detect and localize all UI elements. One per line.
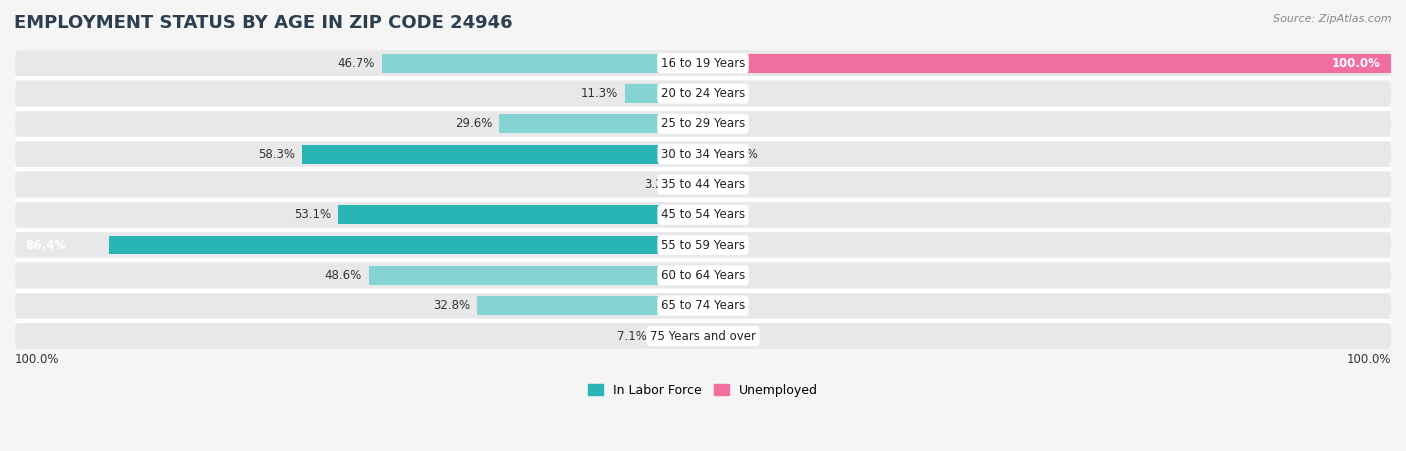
Text: 86.4%: 86.4% — [25, 239, 66, 252]
Text: 7.1%: 7.1% — [617, 330, 647, 342]
Text: 29.6%: 29.6% — [456, 117, 492, 130]
FancyBboxPatch shape — [15, 141, 1391, 167]
Text: 0.0%: 0.0% — [710, 208, 740, 221]
Text: 35 to 44 Years: 35 to 44 Years — [661, 178, 745, 191]
FancyBboxPatch shape — [15, 262, 1391, 288]
Bar — [499, 115, 703, 133]
Bar — [381, 54, 703, 73]
Bar — [654, 327, 703, 345]
FancyBboxPatch shape — [15, 323, 1391, 349]
Text: 45 to 54 Years: 45 to 54 Years — [661, 208, 745, 221]
Text: 16 to 19 Years: 16 to 19 Years — [661, 57, 745, 70]
Text: 46.7%: 46.7% — [337, 57, 375, 70]
Text: 100.0%: 100.0% — [15, 353, 59, 366]
Text: 32.8%: 32.8% — [433, 299, 471, 312]
Bar — [703, 145, 721, 164]
Text: 0.0%: 0.0% — [710, 330, 740, 342]
Legend: In Labor Force, Unemployed: In Labor Force, Unemployed — [583, 378, 823, 401]
Text: 0.0%: 0.0% — [710, 178, 740, 191]
FancyBboxPatch shape — [15, 293, 1391, 318]
Bar — [477, 296, 703, 315]
Bar — [703, 54, 1391, 73]
Text: 0.0%: 0.0% — [710, 239, 740, 252]
Text: 100.0%: 100.0% — [1347, 353, 1391, 366]
Text: 65 to 74 Years: 65 to 74 Years — [661, 299, 745, 312]
Text: 0.0%: 0.0% — [710, 269, 740, 282]
Text: 0.0%: 0.0% — [710, 87, 740, 100]
Text: 2.6%: 2.6% — [728, 147, 758, 161]
Text: 53.1%: 53.1% — [294, 208, 330, 221]
Text: 0.0%: 0.0% — [710, 117, 740, 130]
Text: 30 to 34 Years: 30 to 34 Years — [661, 147, 745, 161]
FancyBboxPatch shape — [15, 51, 1391, 76]
FancyBboxPatch shape — [15, 171, 1391, 198]
Text: 100.0%: 100.0% — [1331, 57, 1381, 70]
Text: Source: ZipAtlas.com: Source: ZipAtlas.com — [1274, 14, 1392, 23]
Text: 25 to 29 Years: 25 to 29 Years — [661, 117, 745, 130]
FancyBboxPatch shape — [15, 111, 1391, 137]
Bar — [337, 205, 703, 224]
FancyBboxPatch shape — [15, 81, 1391, 106]
Text: 11.3%: 11.3% — [581, 87, 619, 100]
Text: 58.3%: 58.3% — [259, 147, 295, 161]
Text: 20 to 24 Years: 20 to 24 Years — [661, 87, 745, 100]
Text: 3.2%: 3.2% — [644, 178, 673, 191]
Text: 48.6%: 48.6% — [325, 269, 361, 282]
Text: 0.0%: 0.0% — [710, 299, 740, 312]
FancyBboxPatch shape — [15, 232, 1391, 258]
Text: 55 to 59 Years: 55 to 59 Years — [661, 239, 745, 252]
Bar — [681, 175, 703, 194]
Text: 75 Years and over: 75 Years and over — [650, 330, 756, 342]
Bar — [108, 236, 703, 254]
Bar — [626, 84, 703, 103]
Text: EMPLOYMENT STATUS BY AGE IN ZIP CODE 24946: EMPLOYMENT STATUS BY AGE IN ZIP CODE 249… — [14, 14, 513, 32]
Bar — [368, 266, 703, 285]
FancyBboxPatch shape — [15, 202, 1391, 228]
Bar — [302, 145, 703, 164]
Text: 60 to 64 Years: 60 to 64 Years — [661, 269, 745, 282]
